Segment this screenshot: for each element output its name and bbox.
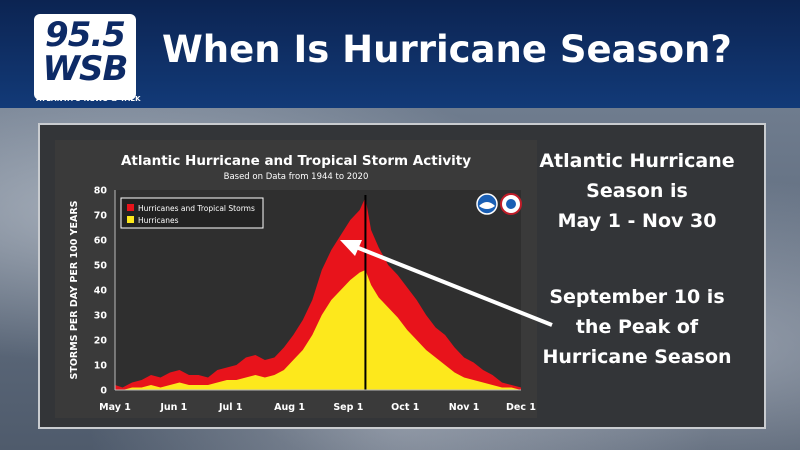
y-tick-label: 80	[94, 186, 108, 197]
legend-swatch	[127, 204, 134, 211]
page-title: When Is Hurricane Season?	[162, 28, 732, 71]
y-tick-label: 40	[94, 286, 108, 297]
legend-swatch	[127, 216, 134, 223]
y-axis-label: STORMS PER DAY PER 100 YEARS	[69, 200, 80, 379]
legend-box	[120, 197, 264, 229]
y-tick-label: 60	[94, 236, 108, 247]
x-tick-label: May 1	[99, 402, 131, 413]
peak-note-line: the Peak of	[575, 316, 699, 338]
y-tick-label: 50	[94, 261, 108, 272]
hurricanes-area	[115, 270, 521, 390]
noaa-emblem-bird	[479, 202, 495, 209]
nws-emblem-center	[506, 199, 516, 209]
y-tick-label: 70	[94, 211, 108, 222]
x-tick-label: Nov 1	[449, 402, 480, 413]
y-tick-label: 0	[100, 386, 107, 397]
logo-tagline: ATLANTA'S NEWS & TALK	[36, 95, 141, 103]
legend-label: Hurricanes and Tropical Storms	[138, 204, 255, 213]
x-tick-label: Jun 1	[159, 402, 187, 413]
x-tick-label: Dec 1	[506, 402, 536, 413]
chart-canvas: Atlantic Hurricane and Tropical Storm Ac…	[69, 153, 536, 413]
peak-note-line: Hurricane Season	[542, 346, 732, 368]
season-note-line: Season is	[586, 180, 688, 202]
header-banner: 95.5 WSB ATLANTA'S NEWS & TALK When Is H…	[0, 0, 800, 108]
logo-callsign: WSB	[42, 49, 129, 89]
y-tick-label: 20	[94, 336, 108, 347]
chart-subtitle: Based on Data from 1944 to 2020	[224, 172, 369, 182]
x-tick-label: Oct 1	[391, 402, 419, 413]
logo-frequency: 95.5	[45, 15, 126, 55]
station-logo: 95.5 WSB	[34, 14, 136, 100]
season-note-line: May 1 - Nov 30	[557, 210, 717, 232]
storms-area	[115, 197, 521, 390]
season-note-line: Atlantic Hurricane	[539, 150, 735, 172]
y-tick-label: 10	[94, 361, 108, 372]
x-tick-label: Jul 1	[218, 402, 242, 413]
y-tick-label: 30	[94, 311, 108, 322]
season-note: Atlantic Hurricane Season is May 1 - Nov…	[527, 146, 747, 236]
peak-note: September 10 is the Peak of Hurricane Se…	[527, 282, 747, 372]
chart-title: Atlantic Hurricane and Tropical Storm Ac…	[121, 153, 471, 169]
x-tick-label: Sep 1	[333, 402, 363, 413]
x-tick-label: Aug 1	[274, 402, 305, 413]
peak-note-line: September 10 is	[549, 286, 725, 308]
hurricane-activity-chart: Atlantic Hurricane and Tropical Storm Ac…	[55, 140, 537, 418]
legend-label: Hurricanes	[138, 216, 179, 225]
